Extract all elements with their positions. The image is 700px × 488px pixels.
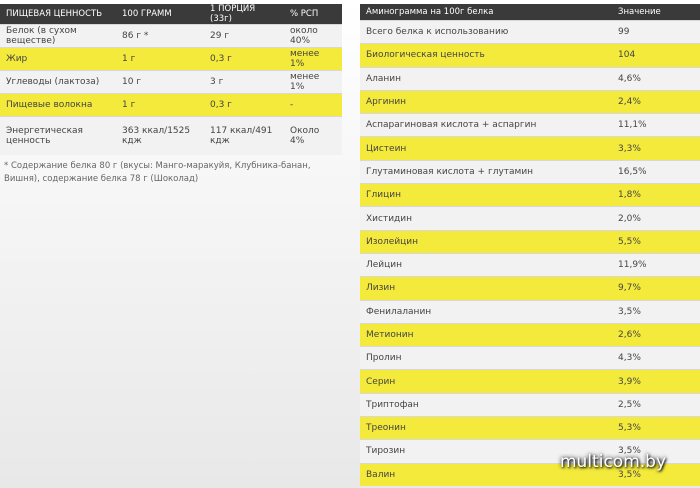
table-cell: 363 ккал/1525 кдж: [116, 116, 204, 155]
table-cell: Хистидин: [360, 206, 612, 231]
table-row: Серин 3,9%: [360, 369, 700, 394]
table-cell: Изолейцин: [360, 229, 612, 254]
table-cell: 11,1%: [612, 113, 700, 137]
table-cell: Аспарагиновая кислота + аспаргин: [360, 113, 612, 137]
table-cell: -: [284, 93, 342, 117]
watermark: multicom.by: [560, 452, 667, 472]
table-row: Лейцин 11,9%: [360, 252, 700, 277]
header-cell: ПИЩЕВАЯ ЦЕННОСТЬ: [0, 4, 116, 25]
nutrition-table: ПИЩЕВАЯ ЦЕННОСТЬ 100 ГРАММ 1 ПОРЦИЯ (33г)%…: [0, 4, 342, 155]
table-row: Треонин 5,3%: [360, 416, 700, 440]
table-row: Тирозин 3,5%: [360, 439, 700, 464]
table-cell: 4,6%: [612, 66, 700, 91]
table-cell: Лейцин: [360, 252, 612, 277]
table-row: Цистеин 3,3%: [360, 136, 700, 161]
table-cell: Около 4%: [284, 116, 342, 155]
table-cell: 99: [612, 19, 700, 44]
table-row: Глицин 1,8%: [360, 183, 700, 207]
table-row: Жир 1 г 0,3 г менее 1%: [0, 47, 342, 71]
table-cell: 1,8%: [612, 183, 700, 207]
table-cell: 3,5%: [612, 462, 700, 487]
table-row: Лизин 9,7%: [360, 276, 700, 301]
table-cell: Белок (в сухом веществе): [0, 24, 116, 48]
table-cell: 104: [612, 43, 700, 68]
table-cell: Треонин: [360, 416, 612, 440]
table-cell: 5,3%: [612, 416, 700, 440]
table-cell: Метионин: [360, 322, 612, 347]
table-cell: Жир: [0, 47, 116, 71]
table-cell: 0,3 г: [204, 93, 284, 117]
table-row: Аргинин 2,4%: [360, 89, 700, 114]
table-cell: 9,7%: [612, 276, 700, 301]
table-cell: Глицин: [360, 183, 612, 207]
footnote: * Содержание белка 80 г (вкусы: Манго-ма…: [4, 161, 311, 184]
table-cell: Триптофан: [360, 392, 612, 417]
table-cell: 117 ккал/491 кдж: [204, 116, 284, 155]
table-cell: Пищевые волокна: [0, 93, 116, 117]
table-cell: 2,5%: [612, 392, 700, 417]
table-row: Фенилаланин 3,5%: [360, 299, 700, 324]
table-row: Пищевые волокна 1 г 0,3 г-: [0, 93, 342, 117]
table-cell: 3,5%: [612, 439, 700, 464]
table-cell: менее 1%: [284, 47, 342, 71]
table-row: Метионин 2,6%: [360, 322, 700, 347]
header-cell: Аминограмма на 100г белка: [360, 4, 612, 21]
table-cell: 4,3%: [612, 346, 700, 370]
table-cell: Пролин: [360, 346, 612, 370]
table-cell: 3 г: [204, 70, 284, 94]
header-cell: Значение: [612, 4, 700, 21]
table-cell: 3,5%: [612, 299, 700, 324]
table-row: Биологическая ценность 104: [360, 43, 700, 68]
header-cell: 100 ГРАММ: [116, 4, 204, 25]
table-cell: Биологическая ценность: [360, 43, 612, 68]
table-cell: Фенилаланин: [360, 299, 612, 324]
table-cell: Всего белка к использованию: [360, 19, 612, 44]
table-cell: 3,3%: [612, 136, 700, 161]
header-cell: % РСП: [284, 4, 342, 25]
table-cell: 3,9%: [612, 369, 700, 394]
table-cell: менее 1%: [284, 70, 342, 94]
table-cell: Глутаминовая кислота + глутамин: [360, 159, 612, 184]
header-row: Аминограмма на 100г белка Значение: [360, 4, 700, 21]
header-cell: 1 ПОРЦИЯ (33г): [204, 4, 284, 25]
table-cell: Энергетическая ценность: [0, 116, 116, 155]
table-row: Валин 3,5%: [360, 462, 700, 487]
table-cell: 0,3 г: [204, 47, 284, 71]
table-cell: Тирозин: [360, 439, 612, 464]
table-row: Аспарагиновая кислота + аспаргин 11,1%: [360, 113, 700, 137]
table-row: Белок (в сухом веществе) 86 г * 29 г около …: [0, 24, 342, 48]
table-cell: Серин: [360, 369, 612, 394]
table-row: Пролин 4,3%: [360, 346, 700, 370]
table-cell: Аланин: [360, 66, 612, 91]
table-cell: Цистеин: [360, 136, 612, 161]
table-cell: 1 г: [116, 93, 204, 117]
table-row: Хистидин 2,0%: [360, 206, 700, 231]
table-row: Триптофан 2,5%: [360, 392, 700, 417]
table-cell: 5,5%: [612, 229, 700, 254]
table-cell: Лизин: [360, 276, 612, 301]
header-row: ПИЩЕВАЯ ЦЕННОСТЬ 100 ГРАММ 1 ПОРЦИЯ (33г)%…: [0, 4, 342, 25]
table-cell: 86 г *: [116, 24, 204, 48]
table-cell: Аргинин: [360, 89, 612, 114]
table-row: Всего белка к использованию 99: [360, 19, 700, 44]
table-row: Изолейцин 5,5%: [360, 229, 700, 254]
table-cell: Углеводы (лактоза): [0, 70, 116, 94]
table-row: Аланин 4,6%: [360, 66, 700, 91]
table-cell: 10 г: [116, 70, 204, 94]
table-cell: около 40%: [284, 24, 342, 48]
table-cell: 11,9%: [612, 252, 700, 277]
amino-table: Аминограмма на 100г белка Значение Всего …: [360, 4, 700, 487]
table-cell: 2,4%: [612, 89, 700, 114]
table-cell: Валин: [360, 462, 612, 487]
table-row: Глутаминовая кислота + глутамин 16,5%: [360, 159, 700, 184]
table-cell: 2,0%: [612, 206, 700, 231]
table-cell: 2,6%: [612, 322, 700, 347]
table-cell: 1 г: [116, 47, 204, 71]
table-cell: 29 г: [204, 24, 284, 48]
table-cell: 16,5%: [612, 159, 700, 184]
table-row: Энергетическая ценность 363 ккал/1525 кдж…: [0, 116, 342, 155]
